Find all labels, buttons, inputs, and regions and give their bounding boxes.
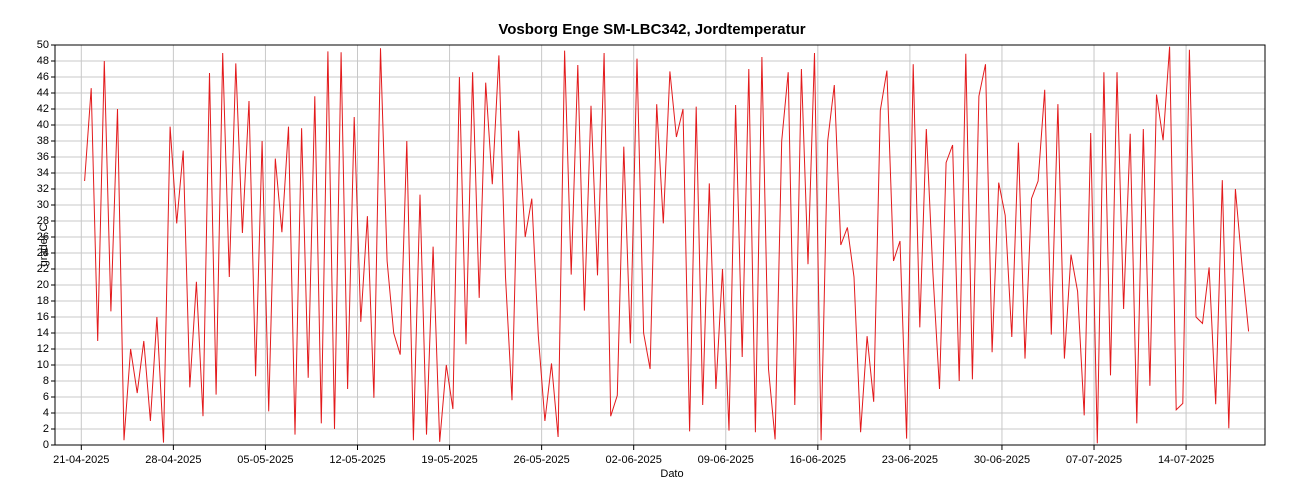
x-tick-label: 26-05-2025 — [513, 454, 569, 466]
y-tick-label: 42 — [37, 103, 49, 115]
plot-border — [54, 44, 1266, 446]
y-tick-label: 2 — [43, 423, 49, 435]
y-tick-label: 22 — [37, 263, 49, 275]
x-tick-label: 05-05-2025 — [237, 454, 293, 466]
x-tick-label: 07-07-2025 — [1066, 454, 1122, 466]
chart-title: Vosborg Enge SM-LBC342, Jordtemperatur — [498, 21, 805, 38]
x-tick-label: 02-06-2025 — [606, 454, 662, 466]
y-tick-label: 26 — [37, 231, 49, 243]
x-tick-label: 12-05-2025 — [329, 454, 385, 466]
y-tick-label: 20 — [37, 279, 49, 291]
y-tick-label: 28 — [37, 215, 49, 227]
y-tick-label: 6 — [43, 391, 49, 403]
y-tick-label: 24 — [37, 247, 49, 259]
y-tick-label: 12 — [37, 343, 49, 355]
y-tick-label: 34 — [37, 167, 49, 179]
x-axis-label: Dato — [660, 468, 683, 480]
x-tick-label: 19-05-2025 — [421, 454, 477, 466]
y-tick-label: 36 — [37, 151, 49, 163]
y-tick-label: 4 — [43, 407, 49, 419]
y-tick-label: 30 — [37, 199, 49, 211]
y-tick-label: 48 — [37, 55, 49, 67]
x-tick-label: 09-06-2025 — [698, 454, 754, 466]
x-tick-label: 21-04-2025 — [53, 454, 109, 466]
data-line — [84, 46, 1250, 444]
x-tick-label: 30-06-2025 — [974, 454, 1030, 466]
y-axis-label: grader C — [38, 224, 50, 267]
x-tick-label: 23-06-2025 — [882, 454, 938, 466]
y-tick-label: 10 — [37, 359, 49, 371]
y-tick-label: 44 — [37, 87, 49, 99]
plot-area — [55, 45, 1265, 445]
x-tick-label: 14-07-2025 — [1158, 454, 1214, 466]
y-tick-label: 8 — [43, 375, 49, 387]
y-tick-label: 46 — [37, 71, 49, 83]
y-tick-label: 32 — [37, 183, 49, 195]
y-tick-label: 14 — [37, 327, 49, 339]
x-tick-label: 16-06-2025 — [790, 454, 846, 466]
y-tick-label: 0 — [43, 439, 49, 451]
y-tick-label: 38 — [37, 135, 49, 147]
y-tick-label: 16 — [37, 311, 49, 323]
y-tick-label: 50 — [37, 39, 49, 51]
x-tick-label: 28-04-2025 — [145, 454, 201, 466]
y-tick-label: 18 — [37, 295, 49, 307]
y-tick-label: 40 — [37, 119, 49, 131]
